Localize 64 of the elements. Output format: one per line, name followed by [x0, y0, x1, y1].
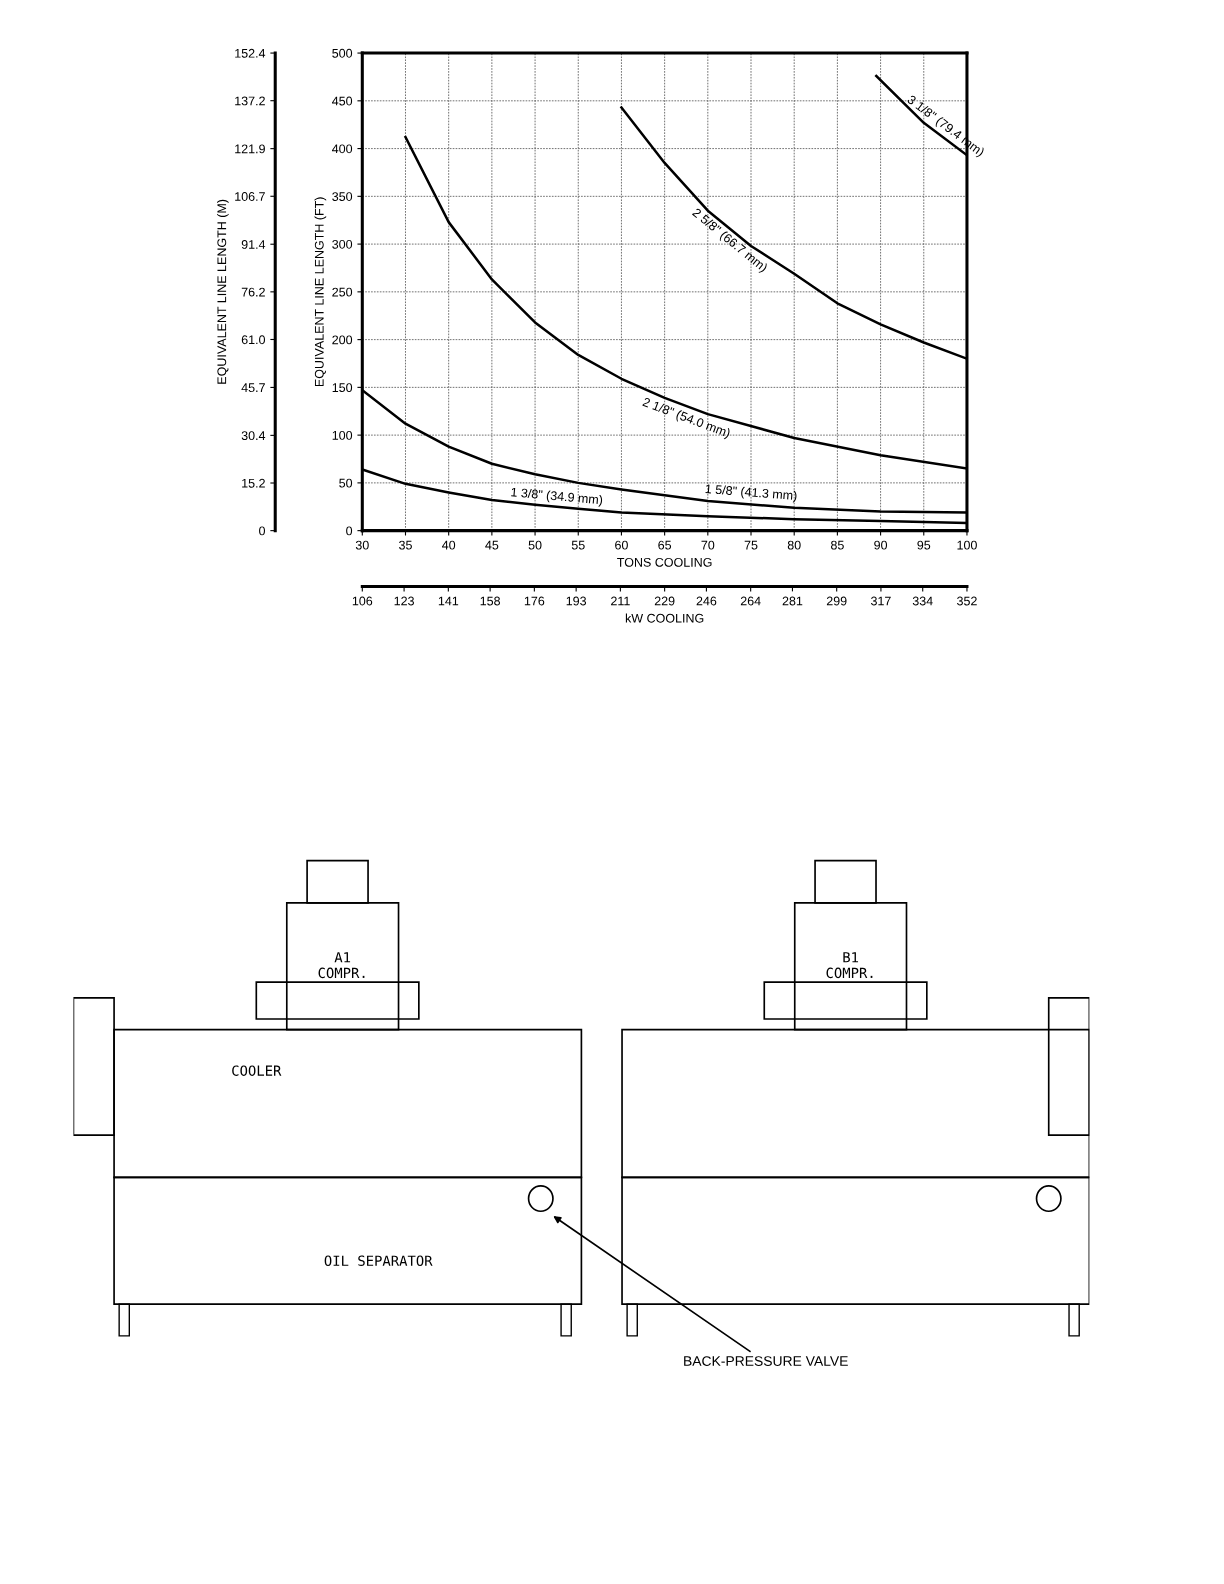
- x-tick-label: 30: [355, 540, 369, 550]
- y2-tick-label: 15.2: [242, 478, 265, 488]
- x-tick-label: 35: [399, 540, 412, 550]
- x-tick-label: 90: [874, 540, 888, 550]
- x2-tick-label: 281: [782, 596, 803, 606]
- y2-axis-title: EQUIVALENT LINE LENGTH (M): [217, 199, 229, 384]
- x2-tick-label: 352: [957, 596, 977, 606]
- x2-tick-label: 264: [740, 596, 761, 606]
- x-axis-title: TONS COOLING: [617, 557, 712, 567]
- x2-tick-label: 246: [696, 596, 717, 606]
- text: B1 COMPR.: [826, 952, 873, 979]
- y-tick-label: 450: [332, 96, 353, 106]
- y2-tick-label: 76.2: [241, 287, 265, 297]
- y-tick-label: 500: [332, 48, 353, 58]
- y-tick-label: 100: [332, 430, 353, 440]
- text: COOLER: [232, 1065, 282, 1076]
- y2-tick-label: 106.7: [235, 192, 265, 201]
- text: 1 3/8" (34.9 mm): [510, 487, 603, 507]
- x2-axis-title: kW COOLING: [625, 613, 704, 623]
- y2-tick-label: 61.0: [241, 335, 266, 345]
- x2-tick-label: 123: [394, 596, 414, 606]
- y-tick-label: 0: [346, 526, 353, 536]
- text: OIL SEPARATOR: [324, 1255, 433, 1266]
- y-tick-label: 350: [332, 192, 353, 201]
- x2-tick-label: 211: [611, 596, 630, 606]
- y2-tick-label: 152.4: [235, 48, 266, 58]
- y2-tick-label: 91.4: [241, 240, 266, 249]
- y2-tick-label: 0: [259, 526, 266, 536]
- x2-tick-label: 334: [912, 596, 933, 606]
- x-tick-label: 100: [957, 540, 977, 550]
- x-tick-label: 80: [787, 540, 801, 550]
- x2-tick-label: 299: [826, 596, 847, 606]
- y-tick-label: 400: [332, 144, 353, 154]
- series-label: 1 5/8" (41.3 mm): [705, 483, 797, 503]
- y2-tick-label: 121.9: [235, 144, 265, 154]
- y-tick-label: 250: [332, 287, 353, 297]
- x-tick-label: 95: [917, 540, 931, 550]
- x2-tick-label: 106: [352, 596, 373, 606]
- y2-tick-label: 30.4: [241, 431, 266, 441]
- x-tick-label: 50: [528, 540, 542, 550]
- text: A1 COMPR.: [318, 952, 365, 979]
- y-tick-label: 300: [332, 239, 353, 249]
- x-tick-label: 70: [701, 540, 715, 550]
- x-tick-label: 75: [744, 540, 758, 550]
- x2-tick-label: 141: [438, 596, 459, 606]
- x2-tick-label: 193: [566, 596, 587, 606]
- y2-tick-label: 137.2: [235, 96, 265, 106]
- y-tick-label: 150: [332, 383, 353, 393]
- x2-tick-label: 176: [524, 596, 545, 606]
- y-tick-label: 50: [339, 478, 353, 488]
- text: BACK-PRESSURE VALVE: [684, 1356, 848, 1366]
- y2-tick-label: 45.7: [241, 383, 265, 393]
- x2-tick-label: 229: [654, 596, 675, 606]
- x-tick-label: 85: [830, 540, 844, 550]
- x-tick-label: 65: [658, 540, 672, 550]
- y-axis-title: EQUIVALENT LINE LENGTH (FT): [314, 197, 327, 387]
- x-tick-label: 40: [442, 540, 456, 550]
- x-tick-label: 55: [571, 540, 585, 550]
- text: 2 1/8" (54.0 mm): [641, 396, 731, 440]
- x2-tick-label: 158: [480, 596, 500, 606]
- x-tick-label: 60: [615, 540, 628, 550]
- y-tick-label: 200: [332, 335, 353, 345]
- x2-tick-label: 317: [870, 596, 891, 606]
- x-tick-label: 45: [485, 540, 499, 550]
